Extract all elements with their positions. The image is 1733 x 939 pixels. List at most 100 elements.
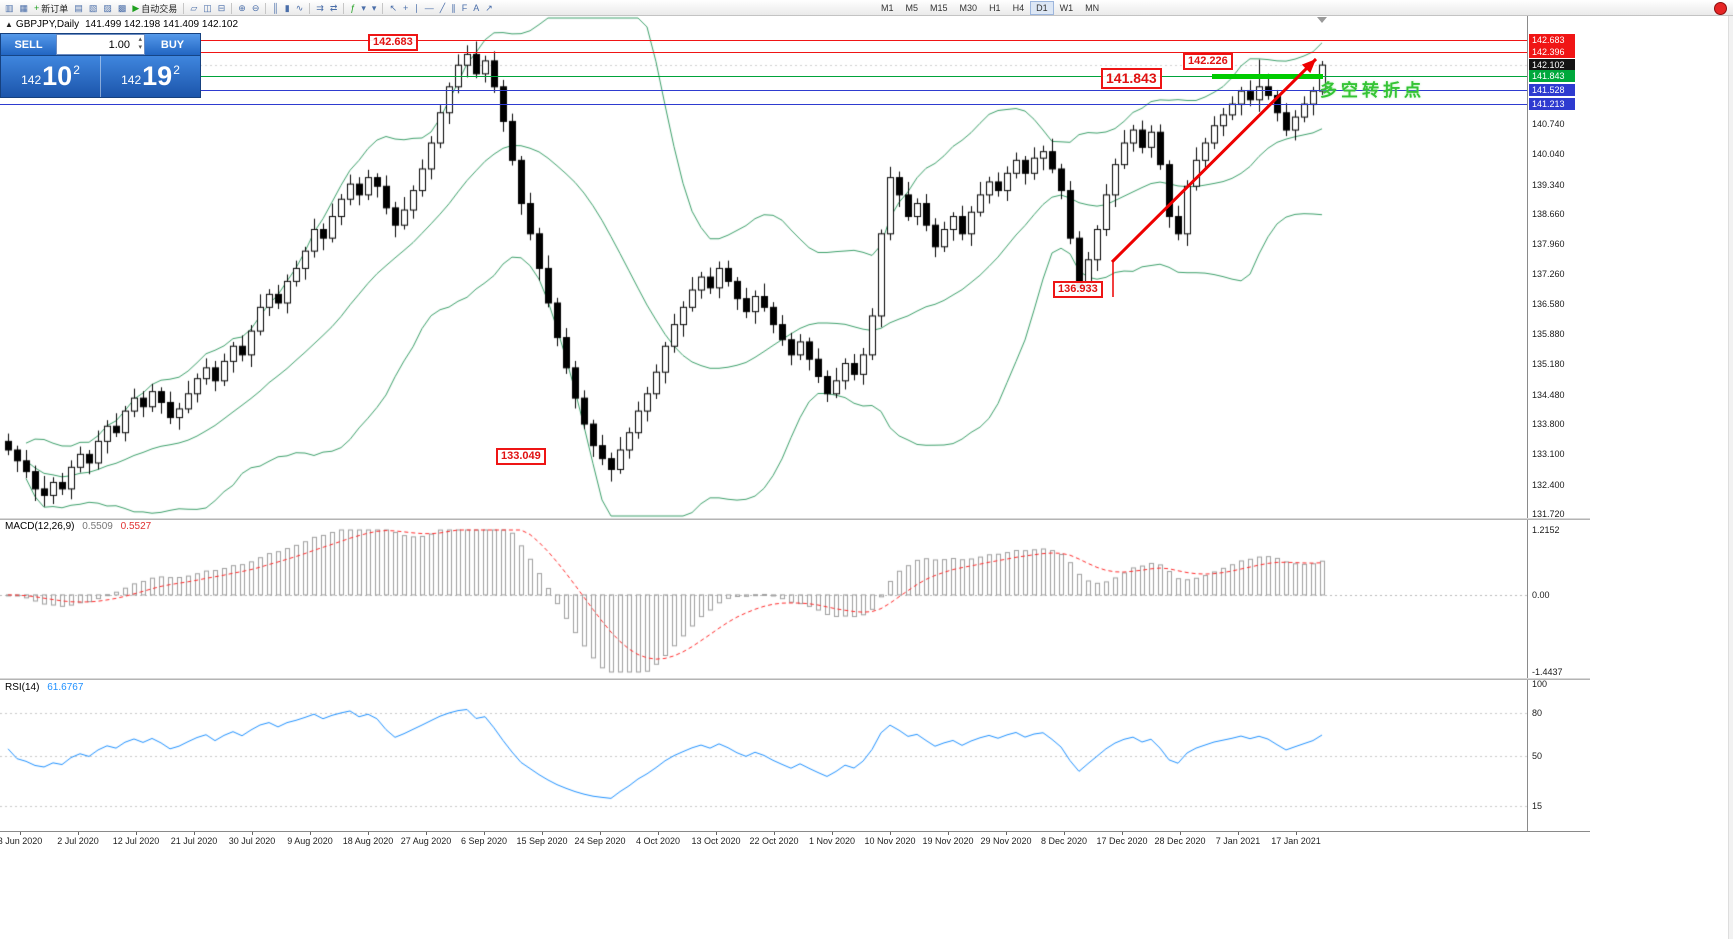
record-indicator	[1714, 2, 1727, 15]
macd-axis-label: 1.2152	[1532, 525, 1560, 535]
chart-ohlc-values: 141.499 142.198 141.409 142.102	[85, 19, 239, 30]
autotrading-button[interactable]: ▶ 自动交易	[129, 1, 180, 15]
tile-horizontally-button[interactable]: ◫	[200, 1, 215, 15]
timeframe-m1-button[interactable]: M1	[875, 1, 900, 15]
time-axis-label: 17 Jan 2021	[1271, 836, 1321, 846]
line-chart-button[interactable]: ∿	[293, 1, 307, 15]
cursor-button-icon: ↖	[389, 2, 397, 13]
price-axis-badge: 142.396	[1529, 46, 1575, 59]
ask-prefix: 142	[121, 73, 142, 87]
new-order-button-icon: +	[34, 2, 40, 13]
price-label-142.683[interactable]: 142.683	[368, 34, 418, 51]
macd-panel-splitter[interactable]	[0, 518, 1590, 520]
ask-price[interactable]: 142 19 2	[101, 56, 200, 97]
new-chart-button[interactable]: ▥	[2, 1, 17, 15]
strategy-tester-button[interactable]: ▩	[115, 1, 130, 15]
time-axis-label: 10 Nov 2020	[864, 836, 916, 846]
price-axis-tick: 138.660	[1532, 208, 1565, 219]
volume-field[interactable]: 1.00 ▴ ▾	[56, 34, 145, 55]
navigator-button[interactable]: ▧	[86, 1, 101, 15]
price-axis[interactable]: 140.740 140.040 139.340 138.660 137.960 137.2…	[1528, 0, 1590, 939]
timeframe-m5-button[interactable]: M5	[900, 1, 925, 15]
time-axis-tick	[948, 832, 949, 835]
price-line-141.528[interactable]	[0, 90, 1527, 91]
periods-dropdown[interactable]: ▾	[358, 1, 369, 15]
volume-spin-up-icon[interactable]: ▴	[138, 36, 142, 43]
price-label-133.049[interactable]: 133.049	[496, 448, 546, 465]
trade-panel-top-row: SELL 1.00 ▴ ▾ BUY	[1, 34, 200, 55]
price-line-142.396[interactable]	[0, 52, 1527, 53]
bar-chart-button-icon: ║	[272, 2, 279, 13]
timeframe-h4-button[interactable]: H4	[1007, 1, 1031, 15]
rsi-panel-splitter[interactable]	[0, 678, 1590, 680]
new-order-button[interactable]: + 新订单	[31, 1, 71, 15]
time-axis-tick	[1238, 832, 1239, 835]
rsi-axis-label: 80	[1532, 707, 1543, 718]
tile-vertically-button[interactable]: ⊟	[215, 1, 229, 15]
buy-button[interactable]: BUY	[145, 34, 200, 55]
time-axis-tick	[1296, 832, 1297, 835]
time-axis-label: 29 Nov 2020	[980, 836, 1032, 846]
terminal-button-icon: ▨	[103, 2, 112, 13]
price-axis-tick: 135.880	[1532, 329, 1565, 340]
price-axis-tick: 137.960	[1532, 239, 1565, 250]
timeframe-m15-button[interactable]: M15	[924, 1, 954, 15]
templates-dropdown[interactable]: ▾	[369, 1, 380, 15]
macd-main-value: 0.5509	[82, 521, 113, 532]
volume-spin-down-icon[interactable]: ▾	[138, 44, 142, 51]
indicators-button-icon: ƒ	[350, 2, 356, 13]
timeframe-m30-button[interactable]: M30	[954, 1, 984, 15]
window-scrollbar[interactable]	[1728, 16, 1733, 939]
time-axis-tick	[890, 832, 891, 835]
timeframe-d1-button[interactable]: D1	[1030, 1, 1054, 15]
arrows-button[interactable]: ↗	[482, 1, 496, 15]
price-axis-badge: 141.528	[1529, 83, 1575, 96]
time-axis-label: 1 Nov 2020	[808, 836, 856, 846]
terminal-button[interactable]: ▨	[100, 1, 115, 15]
ask-pips: 19	[142, 61, 173, 91]
price-axis-badge: 142.683	[1529, 34, 1575, 46]
time-axis-tick	[1064, 832, 1065, 835]
timeframe-h1-button[interactable]: H1	[983, 1, 1007, 15]
price-axis-tick: 133.100	[1532, 449, 1565, 460]
price-axis-tick: 131.720	[1532, 508, 1565, 519]
price-line-141.213[interactable]	[0, 104, 1527, 105]
annotation-note-text[interactable]: 多空转折点	[1320, 81, 1425, 100]
cascade-windows-button[interactable]: ▱	[187, 1, 200, 15]
cursor-button[interactable]: ↖	[386, 1, 400, 15]
time-axis[interactable]: 3 Jun 2020 2 Jul 2020 12 Jul 2020 21 Jul 20…	[0, 831, 1590, 848]
crosshair-button[interactable]: +	[400, 1, 411, 15]
indicators-button[interactable]: ƒ	[347, 1, 358, 15]
bid-price[interactable]: 142 10 2	[1, 56, 100, 97]
equidistant-channel-button[interactable]: ∥	[448, 1, 459, 15]
vertical-line-button[interactable]: ∣	[411, 1, 422, 15]
rsi-name: RSI(14)	[5, 682, 40, 693]
timeframe-w1-button[interactable]: W1	[1054, 1, 1080, 15]
trendline-button[interactable]: ╱	[437, 1, 448, 15]
chart-shift-button[interactable]: ⇄	[327, 1, 341, 15]
market-watch-button[interactable]: ▤	[71, 1, 86, 15]
price-line-142.683[interactable]	[0, 40, 1527, 41]
fibonacci-button[interactable]: F	[459, 1, 471, 15]
zoom-out-button[interactable]: ⊖	[249, 1, 263, 15]
support-bar[interactable]	[1212, 74, 1323, 79]
price-label-136.933[interactable]: 136.933	[1053, 281, 1103, 298]
text-label-button[interactable]: A	[470, 1, 482, 15]
auto-scroll-button[interactable]: ⇉	[313, 1, 327, 15]
zoom-in-button[interactable]: ⊕	[235, 1, 249, 15]
timeframe-mn-button[interactable]: MN	[1079, 1, 1105, 15]
price-line-141.843[interactable]	[0, 76, 1527, 77]
sell-button[interactable]: SELL	[1, 34, 56, 55]
price-label-142.226[interactable]: 142.226	[1183, 53, 1233, 70]
one-click-toggle-icon[interactable]: ▲	[5, 20, 13, 29]
time-axis-tick	[252, 832, 253, 835]
window-list-button[interactable]: ▦	[17, 1, 32, 15]
price-axis-tick: 133.800	[1532, 419, 1565, 430]
candlestick-chart-button[interactable]: ▮	[282, 1, 293, 15]
horizontal-line-button[interactable]: ―	[422, 1, 437, 15]
price-label-141.843[interactable]: 141.843	[1101, 68, 1162, 89]
bar-chart-button[interactable]: ║	[269, 1, 281, 15]
